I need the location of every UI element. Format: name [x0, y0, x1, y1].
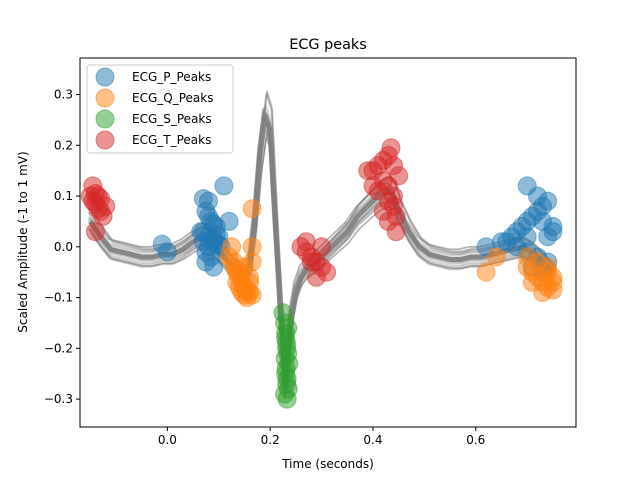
y-axis: −0.3 −0.2 −0.1 0.0 0.1 0.2 0.3 — [44, 88, 80, 406]
y-tick-label: −0.2 — [44, 341, 73, 355]
x-tick-label: 0.4 — [363, 433, 382, 447]
peak-marker-ecg-s-peaks — [278, 318, 298, 338]
peak-marker-ecg-p-peaks — [517, 227, 537, 247]
beat-trace — [89, 116, 553, 399]
peak-marker-ecg-t-peaks — [381, 138, 401, 158]
peak-marker-ecg-t-peaks — [312, 237, 332, 257]
peak-marker-ecg-q-peaks — [242, 237, 262, 257]
peak-marker-ecg-q-peaks — [222, 237, 242, 257]
peak-marker-ecg-q-peaks — [240, 272, 260, 292]
chart-title: ECG peaks — [289, 37, 367, 53]
legend-label: ECG_T_Peaks — [132, 133, 211, 147]
beat-traces — [87, 90, 556, 401]
x-tick-label: 0.2 — [261, 433, 280, 447]
beat-trace — [91, 136, 556, 381]
beat-trace — [90, 137, 555, 381]
legend-marker — [95, 109, 115, 129]
y-tick-label: −0.3 — [44, 392, 73, 406]
peak-marker-ecg-p-peaks — [528, 186, 547, 206]
x-tick-label: 0.0 — [158, 433, 177, 447]
beat-trace — [88, 107, 552, 371]
legend-marker — [95, 67, 115, 87]
x-axis: 0.0 0.2 0.4 0.6 — [158, 427, 485, 447]
peak-marker-ecg-p-peaks — [204, 257, 224, 277]
legend-marker — [95, 88, 115, 108]
beat-trace — [88, 114, 553, 371]
y-tick-label: 0.2 — [54, 138, 73, 152]
beat-trace — [87, 107, 552, 371]
legend-label: ECG_S_Peaks — [132, 112, 212, 126]
peak-marker-ecg-p-peaks — [157, 242, 177, 262]
x-axis-label: Time (seconds) — [281, 457, 374, 471]
beat-trace — [87, 110, 552, 381]
y-tick-label: 0.3 — [54, 88, 73, 102]
plot-frame — [79, 57, 577, 428]
beat-trace — [88, 107, 553, 371]
legend-box — [86, 64, 234, 154]
legend-label: ECG_P_Peaks — [132, 70, 211, 84]
beat-trace — [87, 109, 552, 379]
legend-marker — [95, 130, 115, 150]
peak-marker-ecg-q-peaks — [486, 247, 506, 267]
peak-marker-ecg-p-peaks — [538, 227, 558, 247]
peak-marker-ecg-p-peaks — [219, 211, 239, 231]
beat-trace — [91, 137, 555, 381]
beat-trace — [90, 137, 555, 381]
peak-marker-ecg-p-peaks — [199, 191, 218, 211]
beat-trace — [88, 115, 553, 372]
y-axis-label: Scaled Amplitude (-1 to 1 mV) — [16, 151, 30, 332]
peak-markers — [80, 138, 563, 409]
peak-marker-ecg-t-peaks — [378, 211, 398, 231]
peak-marker-ecg-q-peaks — [543, 272, 563, 292]
peak-marker-ecg-q-peaks — [224, 257, 244, 277]
x-tick-label: 0.6 — [466, 433, 485, 447]
peak-marker-ecg-t-peaks — [358, 161, 378, 181]
beat-trace — [87, 108, 552, 371]
peak-marker-ecg-s-peaks — [277, 369, 297, 389]
peak-marker-ecg-p-peaks — [193, 232, 213, 252]
peak-marker-ecg-q-peaks — [242, 199, 262, 219]
y-tick-label: 0.0 — [54, 240, 73, 254]
mean-beat-trace — [88, 112, 555, 387]
peak-marker-ecg-t-peaks — [306, 267, 326, 287]
legend: ECG_P_Peaks ECG_Q_Peaks ECG_S_Peaks ECG_T_P… — [86, 64, 234, 154]
peak-marker-ecg-p-peaks — [214, 176, 234, 196]
legend-label: ECG_Q_Peaks — [132, 91, 213, 105]
peak-marker-ecg-q-peaks — [476, 262, 496, 282]
peak-marker-ecg-t-peaks — [85, 222, 105, 242]
y-tick-label: −0.1 — [44, 291, 73, 305]
peak-marker-ecg-t-peaks — [96, 196, 116, 216]
beat-trace — [87, 112, 552, 382]
y-tick-label: 0.1 — [54, 189, 73, 203]
peak-marker-ecg-q-peaks — [522, 272, 542, 292]
